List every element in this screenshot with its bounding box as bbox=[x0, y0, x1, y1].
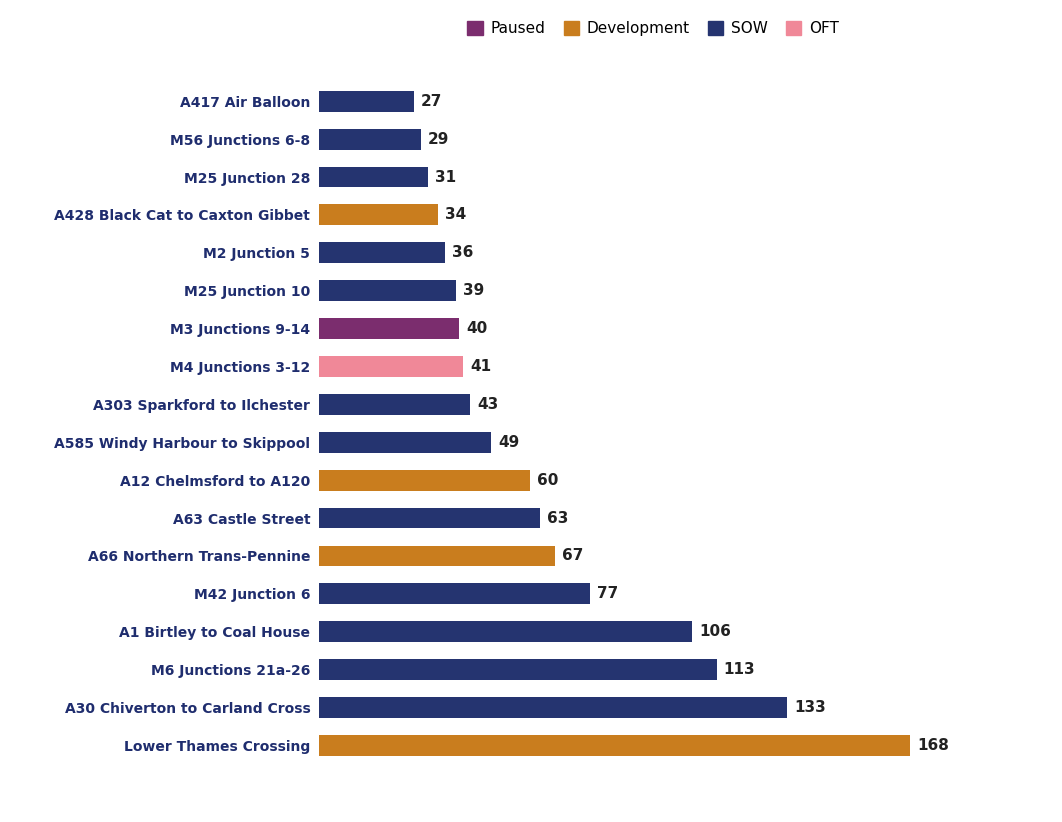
Bar bbox=[319, 546, 554, 566]
Bar bbox=[319, 205, 439, 225]
Text: 63: 63 bbox=[548, 510, 569, 525]
Text: 36: 36 bbox=[452, 245, 474, 261]
Legend: Paused, Development, SOW, OFT: Paused, Development, SOW, OFT bbox=[461, 16, 845, 43]
Bar bbox=[319, 242, 445, 263]
Text: 77: 77 bbox=[597, 586, 618, 602]
Bar bbox=[319, 469, 530, 491]
Bar bbox=[319, 129, 421, 150]
Text: 29: 29 bbox=[428, 132, 449, 146]
Bar bbox=[319, 356, 463, 377]
Bar bbox=[319, 318, 460, 339]
Text: 113: 113 bbox=[723, 663, 755, 677]
Text: 43: 43 bbox=[477, 397, 498, 412]
Bar bbox=[319, 432, 491, 453]
Text: 27: 27 bbox=[421, 94, 442, 109]
Text: 39: 39 bbox=[463, 284, 484, 298]
Bar bbox=[319, 659, 717, 680]
Text: 31: 31 bbox=[434, 169, 456, 184]
Text: 41: 41 bbox=[470, 359, 491, 374]
Bar bbox=[319, 280, 456, 301]
Text: 34: 34 bbox=[445, 207, 466, 223]
Text: 106: 106 bbox=[699, 624, 731, 640]
Text: 40: 40 bbox=[466, 321, 487, 336]
Bar bbox=[319, 697, 787, 718]
Bar bbox=[319, 90, 414, 112]
Text: 133: 133 bbox=[794, 700, 826, 715]
Bar bbox=[319, 735, 910, 756]
Text: 60: 60 bbox=[537, 473, 559, 487]
Bar bbox=[319, 621, 691, 642]
Text: 168: 168 bbox=[918, 738, 949, 753]
Bar bbox=[319, 508, 541, 529]
Bar bbox=[319, 584, 589, 604]
Text: 49: 49 bbox=[498, 435, 519, 450]
Bar bbox=[319, 167, 428, 187]
Text: 67: 67 bbox=[562, 548, 583, 563]
Bar bbox=[319, 394, 470, 415]
